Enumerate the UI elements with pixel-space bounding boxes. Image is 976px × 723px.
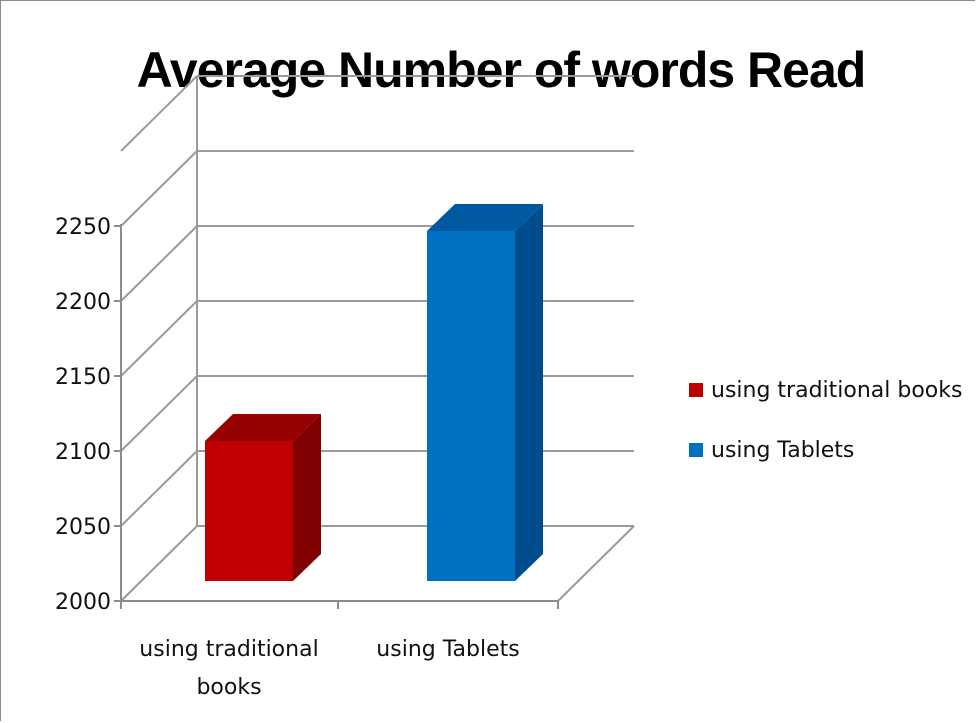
y-tick-label: 2200 — [55, 290, 111, 315]
y-tick-label: 2250 — [55, 215, 111, 240]
y-tick-label: 2050 — [55, 515, 111, 540]
bar-top — [205, 414, 321, 441]
y-tick-label: 2000 — [55, 590, 111, 615]
legend-item-traditional-books: using traditional books — [689, 373, 962, 407]
y-tick-label: 2150 — [55, 365, 111, 390]
side-gridline — [120, 150, 198, 227]
legend-item-tablets: using Tablets — [689, 433, 962, 467]
legend-swatch-traditional-books — [689, 383, 703, 397]
floor-edge — [557, 525, 635, 602]
side-gridline — [120, 375, 198, 452]
bar — [427, 231, 515, 581]
x-tick-label: using Tablets — [376, 637, 519, 662]
x-tick-label: books — [196, 675, 261, 700]
side-gridline — [120, 450, 198, 527]
side-gridline — [120, 525, 198, 602]
bar-side — [293, 414, 321, 581]
legend-swatch-tablets — [689, 443, 703, 457]
bar-side — [515, 204, 543, 581]
y-tick-label: 2100 — [55, 440, 111, 465]
legend-label-traditional-books: using traditional books — [711, 377, 963, 403]
legend-label-tablets: using Tablets — [711, 437, 855, 463]
x-tick-label: using traditional — [139, 637, 318, 662]
side-gridline — [120, 300, 198, 377]
side-gridline — [120, 225, 198, 302]
side-gridline — [120, 75, 198, 152]
chart-legend: using traditional books using Tablets — [689, 373, 962, 493]
bar-top — [427, 204, 543, 231]
chart-title: Average Number of words Read — [136, 42, 867, 98]
bar — [205, 441, 293, 581]
